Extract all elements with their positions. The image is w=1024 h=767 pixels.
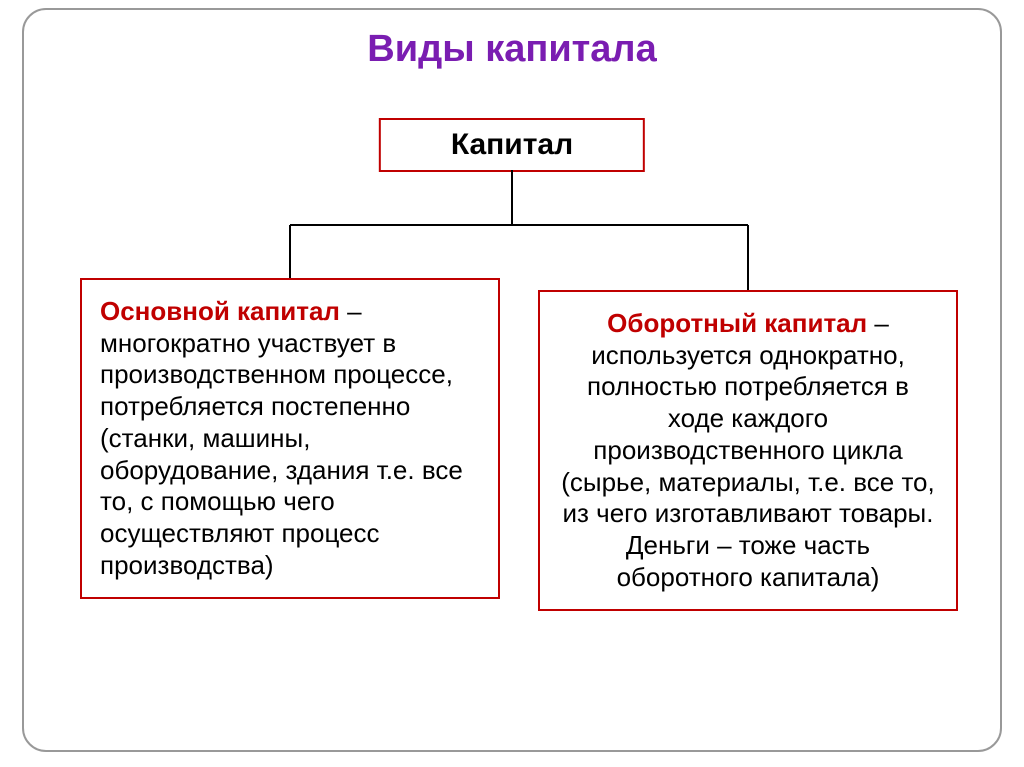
child-node-right: Оборотный капитал – используется однокра…: [538, 290, 958, 611]
child-node-left: Основной капитал – многократно участвует…: [80, 278, 500, 599]
body-right: – используется однократно, полностью пот…: [561, 308, 935, 592]
root-node: Капитал: [379, 118, 645, 172]
page-title: Виды капитала: [0, 28, 1024, 71]
term-left: Основной капитал: [100, 296, 340, 326]
term-right: Оборотный капитал: [607, 308, 867, 338]
body-left: – многократно участвует в производственн…: [100, 296, 463, 580]
